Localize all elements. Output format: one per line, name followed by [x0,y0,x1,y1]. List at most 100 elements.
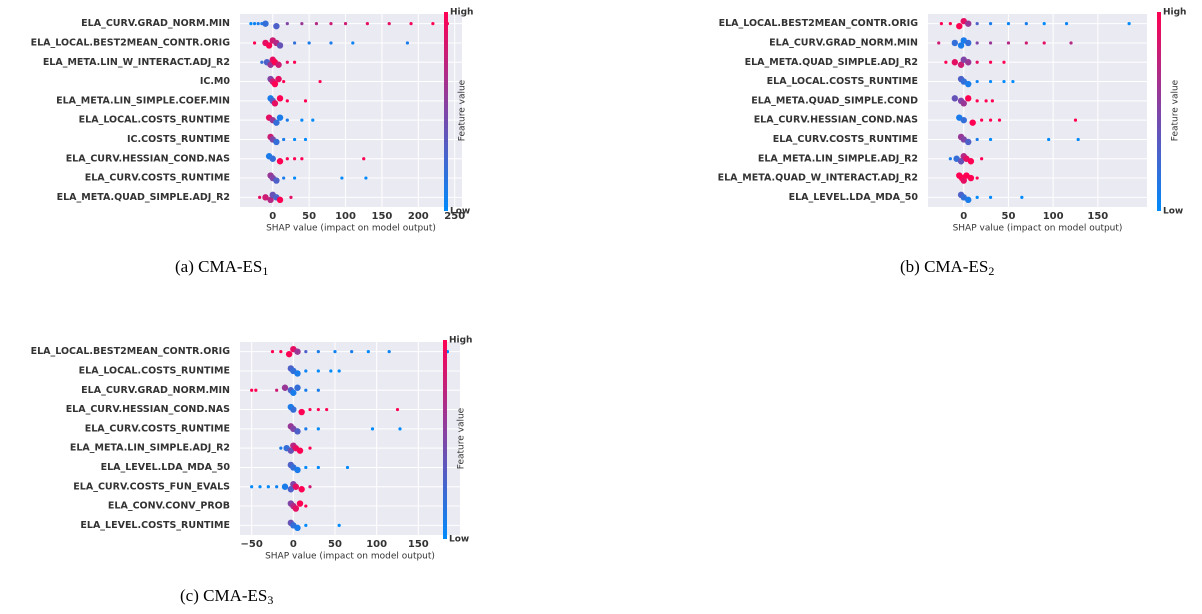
x-axis-label: SHAP value (impact on model output) [953,224,1123,234]
shap-dot [292,137,297,142]
shap-dot [262,194,269,201]
shap-dot [311,118,315,122]
shap-dot [314,22,319,26]
shap-dot [975,195,979,199]
shap-dot [254,388,258,392]
shap-dot [290,406,297,413]
shap-dot [279,446,283,450]
shap-dot [285,157,289,161]
shap-dot [366,350,370,354]
caption: (b) CMA-ES2 [900,257,994,278]
shap-dot [292,176,297,180]
shap-dot [298,486,305,493]
shap-dot [1002,79,1006,84]
x-tick-label: 100 [1043,211,1064,222]
shap-dot [1006,41,1011,45]
colorbar-high: High [450,8,473,18]
shap-dot [965,59,972,66]
shap-dot [967,158,975,165]
feature-label: ELA_LOCAL.COSTS_RUNTIME [79,115,230,126]
shap-dot [275,388,279,392]
shap-dot [337,369,341,373]
feature-label: ELA_CURV.COSTS_RUNTIME [773,134,918,145]
shap-dot [316,350,320,354]
caption-text: (a) CMA-ES [175,257,262,276]
shap-dot [345,465,350,470]
shap-dot [275,485,279,489]
shap-dot [1020,195,1024,199]
shap-dot [258,485,262,489]
shap-dot [266,485,270,489]
shap-dot [276,95,284,102]
shap-dot [965,80,972,88]
feature-label: IC.COSTS_RUNTIME [127,134,230,145]
shap-dot [431,22,435,26]
feature-label: ELA_CURV.GRAD_NORM.MIN [81,385,230,396]
feature-label: ELA_CONV.CONV_PROB [108,501,230,512]
shap-dot [329,369,333,373]
shap-dot [304,465,308,470]
shap-dot [1069,41,1073,45]
shap-dot [409,22,413,26]
shap-dot [988,41,993,45]
shap-dot [965,95,972,102]
shap-dot [387,350,391,354]
feature-label: ELA_LOCAL.BEST2MEAN_CONTR.ORIG [719,18,919,29]
colorbar-low: Low [449,535,469,545]
shap-dot [276,42,284,49]
shap-dot [304,523,308,527]
shap-dot [948,22,952,26]
shap-dot [304,427,308,431]
shap-dot [300,22,304,26]
feature-label: ELA_LEVEL.LDA_MDA_50 [101,462,231,473]
feature-label: ELA_LEVEL.COSTS_RUNTIME [80,520,230,531]
feature-label: ELA_META.LIN_SIMPLE.ADJ_R2 [758,153,918,164]
shap-dot [304,504,308,508]
shap-dot [1064,22,1069,26]
feature-label: ELA_META.QUAD_SIMPLE.ADJ_R2 [57,192,230,203]
shap-dot [265,42,273,49]
shap-dot [316,465,320,470]
shap-dot [294,384,301,391]
shap-dot [282,79,286,84]
shap-dot [960,116,967,124]
shap-dot [951,59,959,66]
feature-label: ELA_META.LIN_SIMPLE.ADJ_R2 [70,443,230,454]
shap-dot [951,39,959,47]
feature-label: ELA_META.LIN_W_INTERACT.ADJ_R2 [43,57,230,68]
shap-dot [250,388,254,392]
shap-dot [289,195,293,199]
shap-dot [285,22,289,26]
x-axis-label: SHAP value (impact on model output) [265,552,435,562]
feature-label: ELA_META.QUAD_SIMPLE.ADJ_R2 [745,57,918,68]
x-tick-label: 100 [335,211,356,222]
shap-dot [294,466,301,474]
x-tick-label: 0 [269,211,276,222]
shap-dot [1073,118,1078,122]
shap-dot [316,369,320,373]
shap-dot [300,118,304,122]
feature-label: ELA_LOCAL.COSTS_RUNTIME [79,365,230,376]
x-tick-label: 0 [960,211,967,222]
shap-dot [260,60,264,64]
shap-dot [296,500,304,507]
shap-dot [1024,41,1028,45]
shap-dot [351,41,355,45]
shap-dot [988,195,993,199]
shap-dot [294,370,301,377]
shap-dot [1006,22,1011,26]
shap-dot [325,407,329,412]
x-tick-label: 50 [302,211,316,222]
x-tick-label: 150 [371,211,392,222]
shap-dot [303,99,308,103]
shap-dot [294,428,301,435]
shap-dot [957,158,965,165]
colorbar-label: Feature value [457,407,467,469]
shap-dot [296,447,304,454]
shap-dot [294,524,301,532]
shap-dot [960,100,967,107]
shap-dot [1024,22,1028,26]
shap-dot [988,60,993,64]
shap-dot [298,408,305,416]
colorbar-label: Feature value [458,79,468,141]
